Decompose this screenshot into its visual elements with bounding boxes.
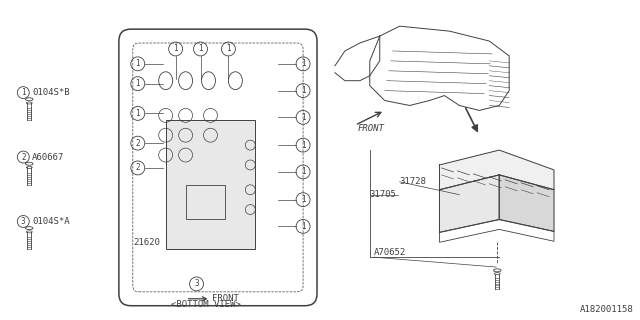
Text: 1: 1: [301, 59, 305, 68]
Text: 2: 2: [21, 153, 26, 162]
Text: 0104S*A: 0104S*A: [32, 217, 70, 226]
Text: A60667: A60667: [32, 153, 65, 162]
Text: 2: 2: [136, 139, 140, 148]
Text: 1: 1: [136, 79, 140, 88]
Text: 3: 3: [21, 217, 26, 226]
Text: 1: 1: [301, 167, 305, 176]
Text: 31728: 31728: [399, 177, 426, 186]
Polygon shape: [499, 175, 554, 231]
Text: FRONT: FRONT: [358, 124, 385, 133]
Text: 1: 1: [301, 140, 305, 150]
Bar: [166, 120, 255, 249]
Text: 1: 1: [198, 44, 203, 53]
Text: 2: 2: [136, 164, 140, 172]
Bar: [186, 185, 225, 220]
Text: A70652: A70652: [374, 248, 406, 257]
Text: 1: 1: [301, 222, 305, 231]
Text: 3: 3: [194, 279, 199, 288]
Text: 1: 1: [301, 86, 305, 95]
Text: 1: 1: [301, 113, 305, 122]
Text: 1: 1: [226, 44, 230, 53]
Polygon shape: [440, 175, 499, 232]
Text: 1: 1: [21, 88, 26, 97]
Text: 1: 1: [301, 195, 305, 204]
Text: A182001158: A182001158: [580, 305, 634, 314]
Text: 31705: 31705: [370, 190, 397, 199]
Text: 1: 1: [136, 59, 140, 68]
Text: 0104S*B: 0104S*B: [32, 88, 70, 97]
Text: FRONT: FRONT: [212, 294, 239, 303]
Text: 1: 1: [136, 109, 140, 118]
Text: 1: 1: [173, 44, 178, 53]
Text: <BOTTOM VIEW>: <BOTTOM VIEW>: [171, 300, 241, 309]
Polygon shape: [440, 150, 554, 190]
Text: 21620: 21620: [134, 238, 161, 247]
